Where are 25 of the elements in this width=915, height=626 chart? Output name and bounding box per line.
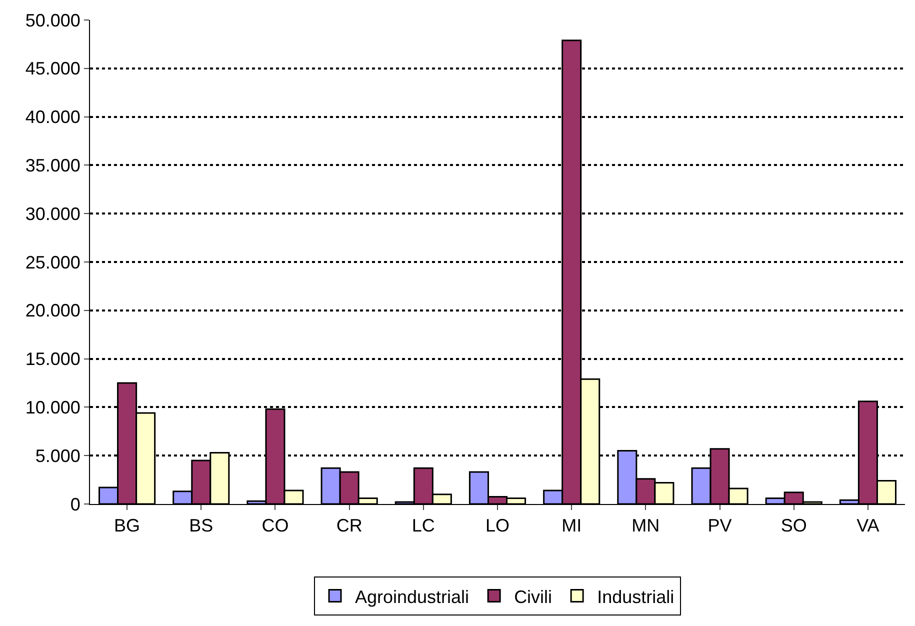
y-tick-label: 50.000 bbox=[25, 10, 80, 30]
y-tick-label: 0 bbox=[70, 494, 80, 514]
x-tick-label: MN bbox=[632, 516, 660, 536]
x-tick-label: LC bbox=[412, 516, 435, 536]
x-tick-label: CR bbox=[336, 516, 362, 536]
x-tick-label: PV bbox=[708, 516, 732, 536]
y-tick-label: 35.000 bbox=[25, 156, 80, 176]
legend-label: Industriali bbox=[597, 586, 674, 607]
y-tick-label: 10.000 bbox=[25, 398, 80, 418]
x-tick-label: BS bbox=[189, 516, 214, 536]
x-tick-label: BG bbox=[114, 516, 140, 536]
y-tick-label: 25.000 bbox=[25, 252, 80, 272]
y-tick-label: 40.000 bbox=[25, 107, 80, 128]
x-tick-label: LO bbox=[485, 516, 510, 536]
y-tick-label: 15.000 bbox=[25, 349, 80, 370]
x-tick-label: VA bbox=[856, 516, 880, 536]
y-tick-label: 20.000 bbox=[25, 300, 80, 321]
y-tick-label: 5.000 bbox=[35, 446, 80, 466]
x-tick-label: CO bbox=[262, 516, 289, 536]
x-tick-label: MI bbox=[562, 516, 582, 536]
y-tick-label: 45.000 bbox=[25, 58, 80, 79]
y-tick-label: 30.000 bbox=[25, 204, 80, 224]
legend-label: Agroindustriali bbox=[355, 586, 470, 607]
legend-label: Civili bbox=[514, 586, 552, 607]
x-tick-label: SO bbox=[780, 516, 807, 536]
